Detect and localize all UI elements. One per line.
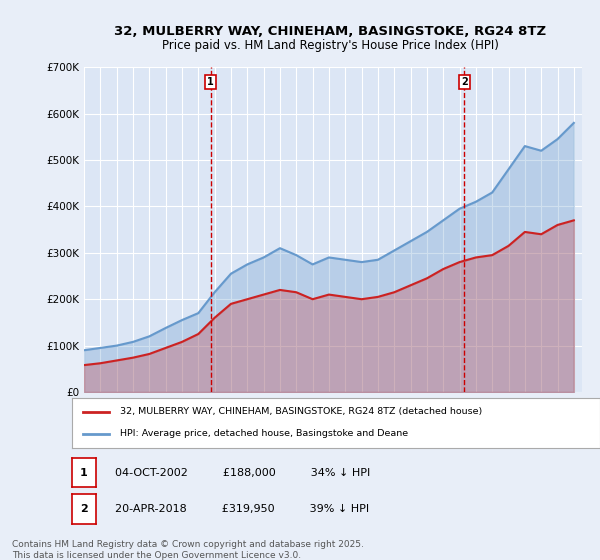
Text: Contains HM Land Registry data © Crown copyright and database right 2025.
This d: Contains HM Land Registry data © Crown c…	[12, 540, 364, 560]
Text: 2: 2	[80, 504, 88, 514]
Text: 1: 1	[207, 77, 214, 87]
Text: 1: 1	[80, 468, 88, 478]
Text: HPI: Average price, detached house, Basingstoke and Deane: HPI: Average price, detached house, Basi…	[119, 430, 407, 438]
Text: 32, MULBERRY WAY, CHINEHAM, BASINGSTOKE, RG24 8TZ (detached house): 32, MULBERRY WAY, CHINEHAM, BASINGSTOKE,…	[119, 407, 482, 416]
Text: 20-APR-2018          £319,950          39% ↓ HPI: 20-APR-2018 £319,950 39% ↓ HPI	[108, 504, 369, 514]
Text: 04-OCT-2002          £188,000          34% ↓ HPI: 04-OCT-2002 £188,000 34% ↓ HPI	[108, 468, 370, 478]
Text: 32, MULBERRY WAY, CHINEHAM, BASINGSTOKE, RG24 8TZ: 32, MULBERRY WAY, CHINEHAM, BASINGSTOKE,…	[114, 25, 546, 38]
Text: 2: 2	[461, 77, 468, 87]
Text: Price paid vs. HM Land Registry's House Price Index (HPI): Price paid vs. HM Land Registry's House …	[161, 39, 499, 52]
